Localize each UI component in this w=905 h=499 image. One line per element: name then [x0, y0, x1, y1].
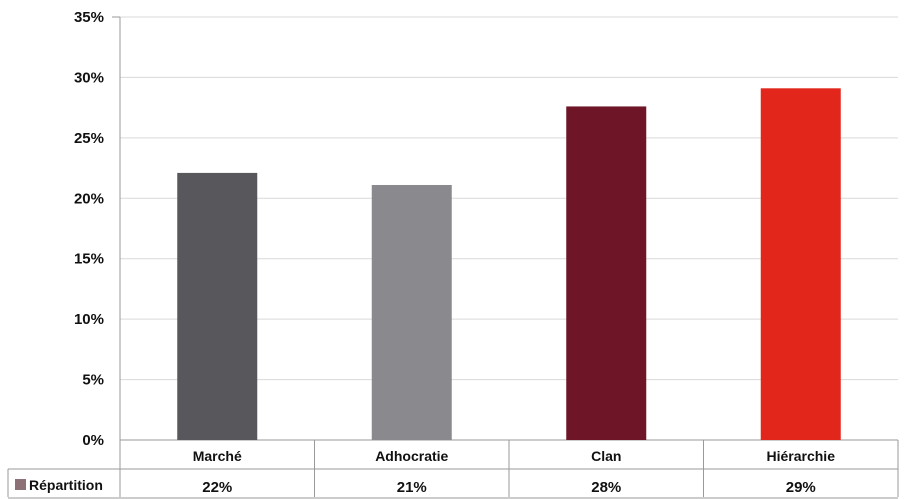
legend-swatch: [15, 479, 26, 490]
category-label: Hiérarchie: [767, 448, 836, 464]
bar-hiérarchie: [760, 88, 841, 440]
value-label: 22%: [202, 479, 232, 496]
category-label: Adhocratie: [375, 448, 448, 464]
value-label: 21%: [397, 479, 427, 496]
legend-label: Répartition: [29, 477, 103, 493]
data-table: Marché 22% Adhocratie 21% Clan 28% Hiérarchie 2…: [7, 440, 899, 499]
value-label: 29%: [786, 479, 816, 496]
y-tick-label: 20%: [74, 190, 104, 207]
category-label: Clan: [591, 448, 621, 464]
y-tick-label: 15%: [74, 251, 104, 268]
bar-marché: [177, 172, 258, 441]
value-label: 28%: [591, 479, 621, 496]
y-tick-label: 0%: [82, 432, 104, 449]
y-tick-label: 30%: [74, 69, 104, 86]
y-tick-label: 25%: [74, 130, 104, 147]
y-tick-label: 35%: [74, 9, 104, 26]
bars: [177, 88, 841, 441]
y-tick-label: 10%: [74, 311, 104, 328]
bar-adhocratie: [371, 184, 452, 440]
bar-clan: [566, 106, 647, 440]
y-axis-tick-labels: 0% 5% 10% 15% 20% 25% 30% 35%: [74, 9, 104, 449]
y-tick-label: 5%: [82, 372, 104, 389]
category-label: Marché: [193, 448, 242, 464]
